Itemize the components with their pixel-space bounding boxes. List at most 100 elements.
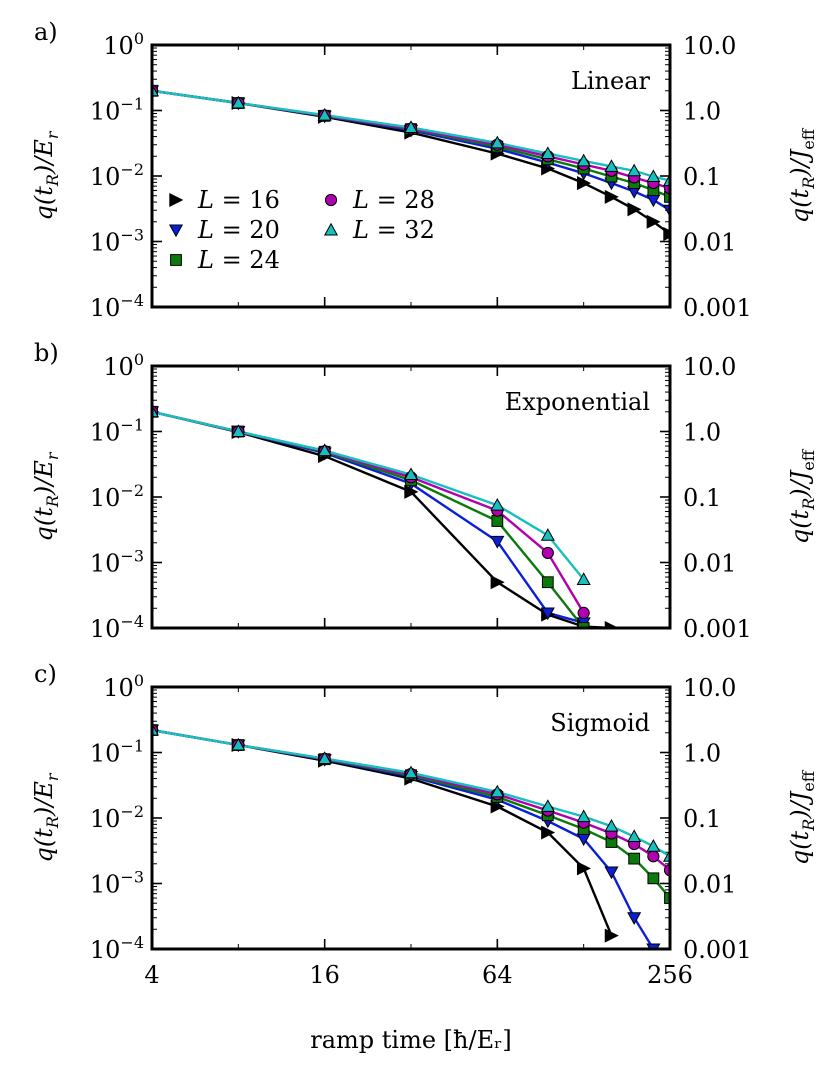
data-point-l-16 [627, 202, 642, 217]
y-tick-label-right: 10.0 [683, 674, 736, 702]
series-line-l-24 [152, 89, 670, 199]
data-point-l-20 [604, 866, 619, 880]
legend-marker-l-24 [170, 254, 182, 266]
plot-area [152, 404, 619, 628]
y-tick-label-right: 0.001 [683, 294, 752, 322]
data-point-l-32 [662, 849, 670, 862]
series-line-l-32 [152, 410, 585, 581]
plot-frame [150, 364, 672, 630]
panel-linear: 100 10.0 10−1 1.0 10−2 0.1 10−3 0.01 10−4 0.001 a)… [30, 18, 818, 322]
left-y-axis-label: q(tR)/Er [30, 130, 62, 220]
left-y-axis-label: q(tR)/Er [30, 772, 62, 862]
x-axis-label: ramp time [ħ/Eᵣ] [310, 1026, 512, 1054]
series-line-l-28 [152, 410, 585, 614]
panel-title: Linear [571, 67, 651, 95]
data-point-l-32 [317, 443, 332, 457]
data-point-l-32 [604, 818, 619, 832]
data-point-l-24 [647, 872, 660, 885]
series-line-l-20 [152, 728, 655, 949]
data-point-l-32 [403, 467, 419, 481]
plot-area [152, 83, 670, 242]
data-point-l-16 [663, 227, 670, 242]
panel-label: b) [34, 339, 59, 367]
data-point-l-16 [576, 861, 591, 876]
data-point-l-16 [604, 928, 619, 943]
data-point-l-16 [541, 825, 556, 840]
y-tick-label-right: 0.001 [683, 615, 752, 643]
y-tick-label-right: 0.1 [683, 805, 721, 833]
y-tick-label-right: 0.1 [683, 484, 721, 512]
y-tick-label-right: 0.01 [683, 229, 736, 257]
y-tick-label-left: 10−3 [90, 226, 144, 257]
y-tick-label-right: 0.1 [683, 163, 721, 191]
y-tick-label-left: 10−4 [90, 933, 144, 964]
data-point-l-24 [628, 852, 641, 865]
y-tick-label-right: 1.0 [683, 740, 721, 768]
data-point-l-32 [403, 765, 419, 779]
y-tick-label-right: 10.0 [683, 32, 736, 60]
legend-marker-l-20 [168, 224, 184, 238]
y-tick-label-left: 10−2 [90, 160, 144, 191]
data-point-l-28 [541, 546, 554, 560]
panel-label: c) [34, 660, 57, 688]
data-point-l-32 [231, 737, 246, 751]
right-y-axis-label: q(tR)/Jeff [786, 769, 818, 865]
y-tick-label-left: 10−2 [90, 802, 144, 833]
y-tick-label-left: 100 [103, 29, 144, 60]
data-point-l-16 [604, 189, 619, 204]
data-point-l-32 [576, 572, 591, 585]
data-point-l-32 [540, 528, 555, 541]
x-tick-label: 256 [647, 961, 693, 989]
x-tick-label: 4 [144, 961, 159, 989]
data-point-l-32 [490, 135, 505, 149]
data-point-l-16 [604, 620, 619, 628]
y-tick-label-right: 0.01 [683, 871, 736, 899]
data-point-l-20 [662, 204, 670, 218]
legend: L = 16L = 20L = 24 L = 28L = 32 [168, 186, 435, 274]
series-line-l-28 [152, 89, 670, 190]
data-point-l-28 [577, 606, 590, 620]
right-y-axis-label: q(tR)/Jeff [786, 127, 818, 223]
panel-label: a) [34, 18, 58, 46]
y-tick-label-left: 100 [103, 671, 144, 702]
y-tick-label-right: 1.0 [683, 419, 721, 447]
data-point-l-32 [627, 829, 642, 843]
panel-exponential: 100 10.0 10−1 1.0 10−2 0.1 10−3 0.01 10−4 0.001 b)… [30, 339, 818, 643]
data-point-l-20 [627, 912, 642, 925]
y-tick-label-left: 10−4 [90, 612, 144, 643]
data-point-l-32 [152, 404, 160, 418]
y-tick-label-left: 10−1 [90, 95, 144, 126]
plot-area [152, 722, 670, 949]
plot-frame [150, 685, 672, 951]
left-y-axis-label: q(tR)/Er [30, 451, 62, 541]
data-point-l-32 [646, 839, 661, 852]
legend-marker-l-28 [324, 193, 338, 207]
series-line-l-16 [152, 410, 612, 628]
plot-frame [150, 43, 672, 309]
data-point-l-32 [646, 169, 661, 183]
legend-label-l-28: L = 28 [352, 186, 435, 214]
data-point-l-24 [541, 576, 554, 589]
data-point-l-32 [152, 722, 160, 736]
data-point-l-32 [152, 83, 160, 97]
data-point-l-32 [540, 799, 555, 812]
x-tick-label: 16 [309, 961, 340, 989]
y-tick-label-left: 100 [103, 350, 144, 381]
right-y-axis-label: q(tR)/Jeff [786, 448, 818, 544]
y-tick-label-left: 10−1 [90, 416, 144, 447]
y-tick-label-left: 10−2 [90, 481, 144, 512]
legend-label-l-16: L = 16 [197, 186, 280, 214]
legend-marker-l-16 [169, 192, 184, 208]
y-tick-label-left: 10−3 [90, 547, 144, 578]
data-point-l-32 [231, 424, 246, 437]
data-point-l-32 [231, 95, 246, 109]
y-tick-label-right: 10.0 [683, 353, 736, 381]
data-point-l-32 [490, 497, 505, 511]
data-point-l-32 [662, 173, 670, 187]
data-point-l-32 [403, 120, 419, 133]
data-point-l-32 [317, 107, 332, 121]
legend-marker-l-32 [323, 222, 339, 236]
y-tick-label-right: 0.01 [683, 550, 736, 578]
y-tick-label-right: 1.0 [683, 98, 721, 126]
